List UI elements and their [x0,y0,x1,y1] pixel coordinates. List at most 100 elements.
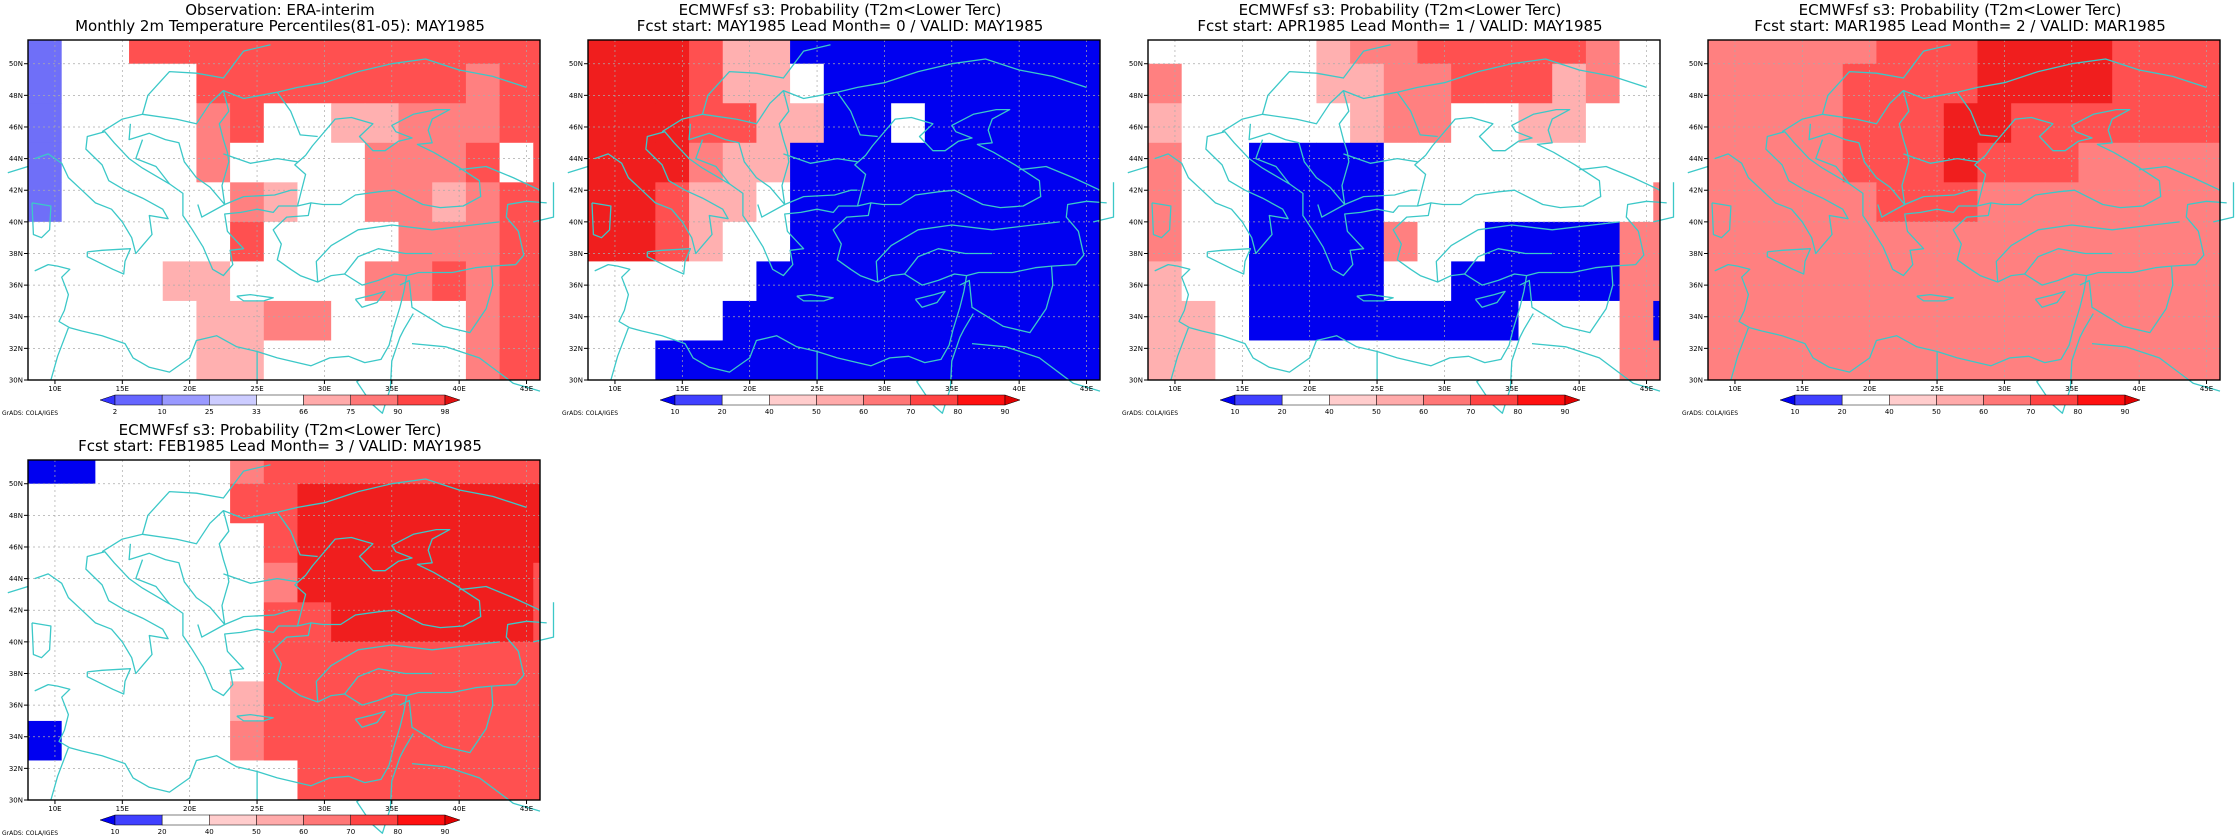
grid-cell [1943,261,1978,302]
coastlines [1687,44,2235,414]
colorbar-label: 66 [299,408,308,416]
lon-tick-label: 40E [2132,385,2145,393]
grid-cell [790,103,825,144]
grid-cell [196,641,231,682]
grid-cell [722,182,757,223]
colorbar-label: 40 [765,408,774,416]
grid-cell [1350,40,1385,65]
grid-cell [263,760,298,801]
colorbar-segment [99,394,116,406]
grid-cell [61,460,96,485]
grid-cell [432,300,467,341]
grid-cell [2044,40,2079,65]
grid-cell [499,300,534,341]
grid-cell [2044,142,2079,183]
grid-cell [1977,340,2012,381]
lon-tick-label: 30E [1998,385,2011,393]
grid-cell [1741,142,1776,183]
lon-tick-label: 15E [1796,385,1809,393]
grid-cell [1518,63,1553,104]
lon-tick-label: 30E [318,385,331,393]
grid-cell [1943,40,1978,65]
grid-cell [1809,63,1844,104]
grid-cell [1943,103,1978,144]
grid-cell [297,103,332,144]
colorbar-segment [1281,394,1330,406]
grid-cell [1619,300,1654,341]
grid-cell [533,142,541,183]
grid-cell [2078,221,2113,262]
grid-cell [958,103,993,144]
grid-cell [823,300,858,341]
grid-cell [621,340,656,381]
grid-cell [297,221,332,262]
map-panel: Observation: ERA-interim Monthly 2m Tempe… [0,0,560,420]
grid-cell [588,40,623,65]
panel-subtitle: Fcst start: APR1985 Lead Month= 1 / VALI… [1197,17,1603,35]
grid-cell [958,261,993,302]
grid-cell [263,340,298,381]
grid-cell [1708,142,1743,183]
grid-cell [95,142,130,183]
grid-cell [129,602,164,643]
grid-cell [499,760,534,801]
grid-cell [992,182,1027,223]
grid-cell [756,103,791,144]
grid-cell [28,562,63,603]
lat-tick-label: 46N [1129,123,1143,131]
grid-cell [1316,261,1351,302]
grid-cell [2179,221,2214,262]
lat-tick-label: 42N [569,187,583,195]
grid-cell [61,261,96,302]
colorbar-label: 20 [1278,408,1287,416]
grid-cell [465,562,500,603]
colorbar-label: 40 [205,828,214,836]
grid-cell [1316,221,1351,262]
grid-cell [1148,300,1183,341]
grid-cell [28,142,63,183]
grid-cell [1249,300,1284,341]
lon-tick-label: 15E [116,805,129,813]
grid-cell [2213,142,2221,183]
grid-cell [196,460,231,485]
grid-cell [61,602,96,643]
colorbar-segment [1794,394,1843,406]
grid-cell [1943,340,1978,381]
grid-cell [1282,340,1317,381]
grid-cell [129,340,164,381]
colorbar-segment [256,814,304,826]
grid-cell [1059,142,1094,183]
grid-cell [1943,182,1978,223]
grid-cell [196,562,231,603]
grid-cell [61,760,96,801]
lat-tick-label: 30N [1129,377,1143,385]
grid-cell [1383,40,1418,65]
lon-tick-label: 10E [48,385,61,393]
colorbar-segment [114,394,163,406]
grid-cell [129,182,164,223]
lat-tick-label: 42N [9,607,23,615]
lon-tick-label: 20E [743,385,756,393]
grid-cell [263,602,298,643]
lat-tick-label: 46N [569,123,583,131]
grid-cell [364,681,399,722]
grid-cell [230,760,265,801]
grid-cell [1093,261,1101,302]
grid-cell [1093,221,1101,262]
grid-cell [891,300,926,341]
grid-cell [465,460,500,485]
colorbar-segment [2030,394,2079,406]
coastlines [7,44,555,414]
grid-cell [95,460,130,485]
map-plot: 10E 15E 20E 25E 30E 35E 40E 45E 30N 32N 34N 36N 38N 4… [7,459,555,836]
grid-cell [263,300,298,341]
grid-cell [857,103,892,144]
colorbar-segment [1423,394,1471,406]
grid-cell [263,40,298,65]
grid-cell [95,221,130,262]
grid-cell [1585,300,1620,341]
grid-cell [1809,182,1844,223]
colorbar-segment [2124,394,2141,406]
grid-cell [857,63,892,104]
map-panel: ECMWFsf s3: Probability (T2m<Lower Terc)… [1120,0,1680,420]
